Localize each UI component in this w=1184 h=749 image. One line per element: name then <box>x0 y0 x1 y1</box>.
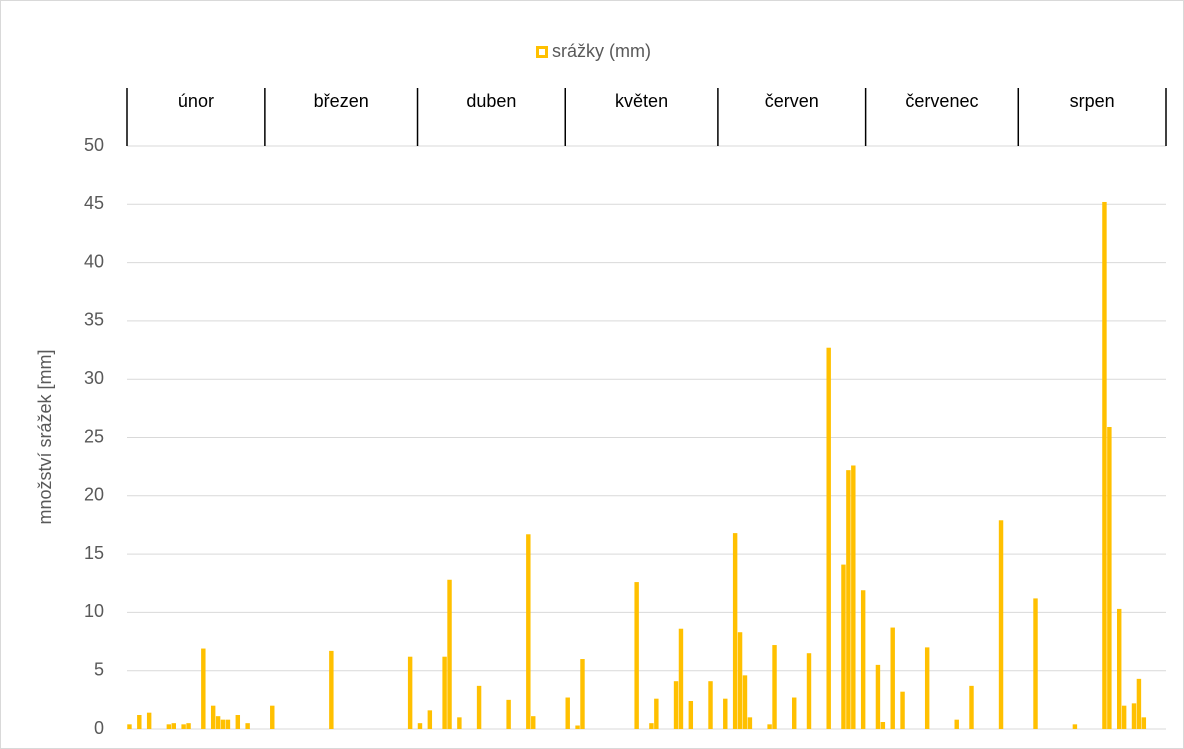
y-tick-label: 0 <box>94 718 104 738</box>
bar <box>860 590 866 729</box>
bar <box>427 710 433 729</box>
bar <box>186 723 191 729</box>
bar <box>531 716 536 729</box>
bar <box>673 681 679 729</box>
bar <box>575 725 580 729</box>
bar <box>181 724 186 729</box>
group-label: květen <box>615 91 668 111</box>
bar <box>737 632 743 729</box>
y-tick-label: 20 <box>84 485 104 505</box>
bar <box>225 719 231 729</box>
bar <box>742 675 748 729</box>
group-label: červenec <box>905 91 978 111</box>
y-tick-label: 10 <box>84 601 104 621</box>
bar <box>220 719 226 729</box>
bar <box>969 685 974 729</box>
bar <box>900 691 905 729</box>
bar <box>171 723 176 729</box>
group-label: červen <box>765 91 819 111</box>
bar <box>580 659 585 729</box>
bar <box>442 656 447 729</box>
bar <box>654 698 659 729</box>
group-label: únor <box>178 91 214 111</box>
bar <box>166 724 172 729</box>
bar <box>1107 427 1112 729</box>
bar <box>767 724 772 729</box>
bar <box>954 719 959 729</box>
bar <box>417 723 423 729</box>
bar <box>806 653 812 729</box>
bar <box>1141 717 1147 729</box>
bar <box>1033 598 1038 729</box>
bar <box>688 701 694 729</box>
bar <box>329 650 334 729</box>
bar <box>1072 724 1078 729</box>
bar <box>215 716 221 729</box>
bar <box>146 712 152 729</box>
bar <box>201 648 206 729</box>
y-tick-label: 5 <box>94 659 104 679</box>
bar <box>747 717 753 729</box>
bar <box>137 715 142 729</box>
bar <box>772 645 777 729</box>
bar <box>998 520 1004 729</box>
bar <box>127 724 132 729</box>
bar <box>210 705 216 729</box>
y-tick-label: 45 <box>84 193 104 213</box>
y-axis-label: množství srážek [mm] <box>35 349 55 524</box>
bar <box>1121 705 1127 729</box>
bar <box>826 347 831 729</box>
bar <box>851 465 856 729</box>
bar <box>708 681 713 729</box>
bar <box>270 705 275 729</box>
group-label: duben <box>466 91 516 111</box>
bar <box>1136 678 1142 729</box>
bar <box>792 697 797 729</box>
legend-label: srážky (mm) <box>552 41 651 61</box>
y-tick-label: 25 <box>84 426 104 446</box>
bar <box>506 699 511 729</box>
bar <box>890 627 895 729</box>
y-tick-label: 30 <box>84 368 104 388</box>
bar <box>1131 703 1137 729</box>
bar <box>1117 608 1122 729</box>
group-label: březen <box>314 91 369 111</box>
y-tick-label: 50 <box>84 135 104 155</box>
y-tick-label: 40 <box>84 251 104 271</box>
bar <box>476 685 482 729</box>
bar <box>245 723 250 729</box>
bar <box>565 697 570 729</box>
group-label: srpen <box>1070 91 1115 111</box>
bar <box>723 698 728 729</box>
bar <box>1102 201 1107 729</box>
bar <box>924 647 930 729</box>
bar <box>235 715 241 729</box>
bar <box>875 664 881 729</box>
bar <box>457 717 462 729</box>
bar <box>649 723 654 729</box>
bar <box>407 656 413 729</box>
bar <box>846 470 851 729</box>
bar <box>678 628 684 729</box>
legend-swatch-inner <box>539 49 545 55</box>
bar <box>732 533 738 729</box>
bar <box>526 534 531 729</box>
bar <box>634 582 639 729</box>
bar <box>880 722 886 729</box>
bar <box>841 564 846 729</box>
y-tick-label: 15 <box>84 543 104 563</box>
y-tick-label: 35 <box>84 310 104 330</box>
bar <box>447 579 452 729</box>
